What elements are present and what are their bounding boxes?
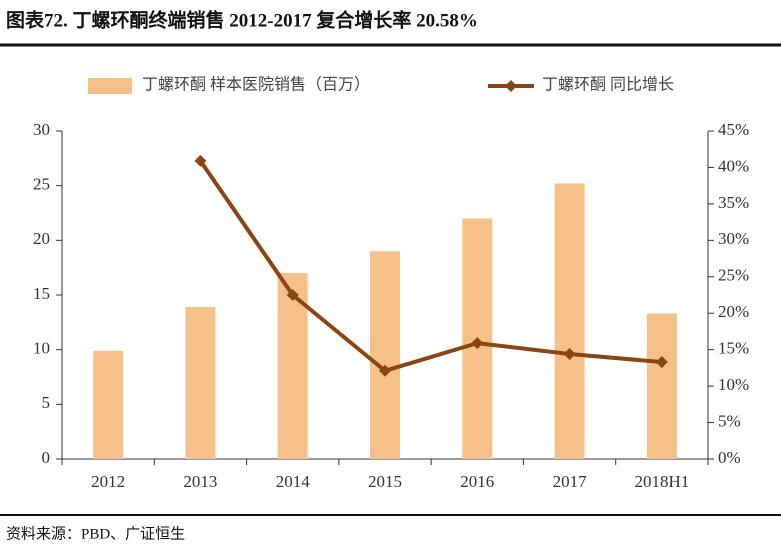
y2-tick-label: 20% <box>718 302 749 321</box>
x-tick-label: 2017 <box>553 472 588 491</box>
line-marker <box>379 364 391 377</box>
x-tick-label: 2015 <box>368 472 402 491</box>
y-tick-label: 10 <box>33 339 50 358</box>
y-tick-label: 0 <box>42 448 51 467</box>
x-tick-label: 2018H1 <box>634 472 689 491</box>
x-tick-label: 2016 <box>460 472 494 491</box>
chart-title: 图表72. 丁螺环酮终端销售 2012-2017 复合增长率 20.58% <box>6 8 478 31</box>
line <box>198 159 663 373</box>
y2-tick-label: 10% <box>718 375 749 394</box>
y2-tick-label: 40% <box>718 156 749 175</box>
y2-tick-label: 15% <box>718 339 749 358</box>
y-tick-label: 30 <box>33 120 50 139</box>
y-tick-label: 25 <box>33 175 50 194</box>
source: 资料来源：PBD、广证恒生 <box>6 525 185 542</box>
y-tick-label: 5 <box>42 393 51 412</box>
legend-label: 丁螺环酮 同比增长 <box>542 76 674 94</box>
y-tick-label: 20 <box>33 229 50 248</box>
y2-tick-label: 30% <box>718 229 749 248</box>
bar <box>277 273 308 459</box>
x-tick-label: 2012 <box>91 472 125 491</box>
x-tick-label: 2014 <box>276 472 311 491</box>
line-marker <box>563 348 576 361</box>
x-tick-label: 2013 <box>183 472 217 491</box>
line-marker <box>286 289 299 301</box>
legend-marker <box>505 80 517 92</box>
y-tick-label: 15 <box>33 284 50 303</box>
y2-tick-label: 45% <box>718 120 749 139</box>
y2-tick-label: 35% <box>718 193 749 212</box>
legend-swatch <box>88 78 132 94</box>
line-marker <box>655 356 668 369</box>
bar <box>370 251 400 459</box>
bar <box>554 183 585 460</box>
bar <box>185 307 216 459</box>
line-marker <box>471 337 484 350</box>
y2-tick-label: 0% <box>718 448 741 467</box>
bar <box>93 350 124 459</box>
bar <box>646 313 677 459</box>
line-marker <box>194 154 207 167</box>
legend-label: 丁螺环酮 样本医院销售（百万） <box>142 76 370 94</box>
y2-tick-label: 25% <box>718 266 749 285</box>
y2-tick-label: 5% <box>718 411 741 430</box>
